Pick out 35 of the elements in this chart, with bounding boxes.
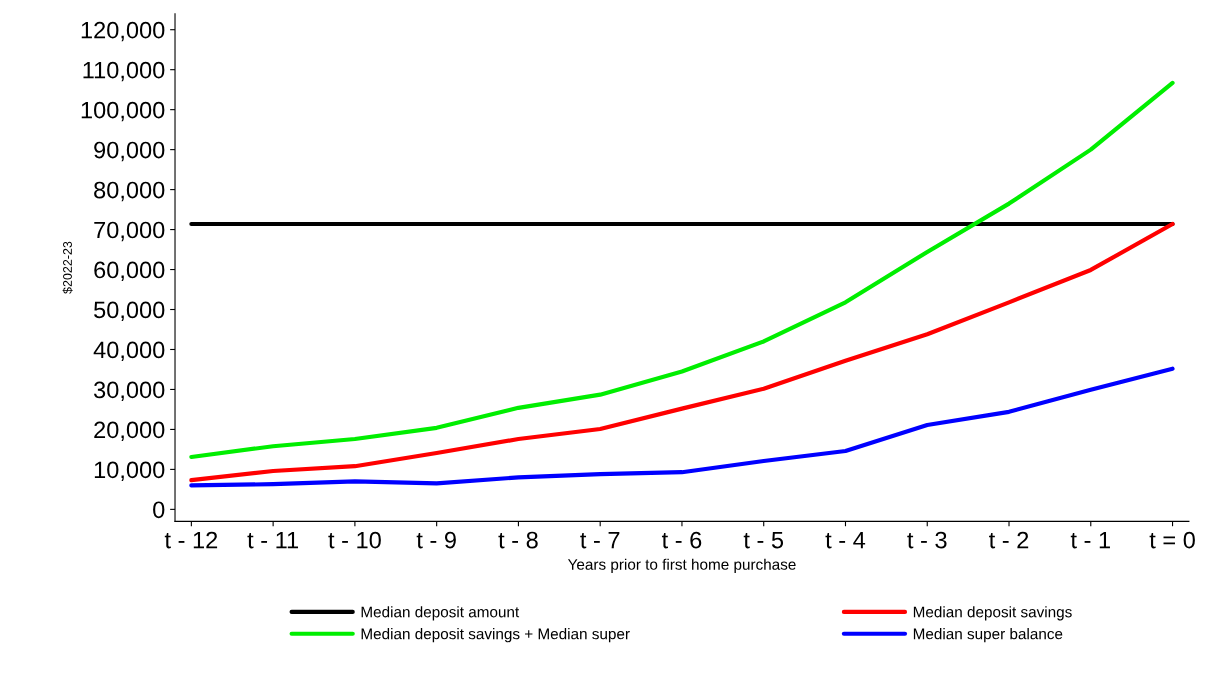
x-tick-label: t - 8 [498,531,538,549]
y-tick-label: 70,000 [94,221,165,242]
y-tick-label: 60,000 [94,261,165,282]
legend-label: Median super balance [913,628,1063,643]
x-tick-label: t - 1 [1070,531,1110,549]
x-tick-label: t - 10 [328,531,381,549]
x-tick-label: t = 0 [1149,531,1195,549]
x-tick-label: t - 6 [661,531,702,549]
line-series [189,80,1175,460]
y-tick-label: 80,000 [94,181,165,202]
x-tick-label: t - 4 [825,531,866,549]
legend-label: Median deposit savings [913,606,1072,621]
y-tick-label: 10,000 [94,461,165,481]
y-tick-label: 100,000 [81,101,165,122]
line-series [189,366,1175,488]
legend-label: Median deposit savings + Median super [361,628,630,643]
legend-label: Median deposit amount [361,606,520,621]
x-tick-label: t - 12 [164,531,218,549]
y-tick-label: 120,000 [81,21,165,42]
x-tick-label: t - 5 [743,531,784,549]
y-tick-label: 20,000 [94,421,165,441]
line-series [189,221,1175,483]
x-tick-label: t - 2 [989,531,1029,549]
y-axis-title: $2022-23 [62,241,73,294]
y-tick-label: 30,000 [93,381,165,402]
y-tick-label: 40,000 [93,341,165,362]
y-tick-label: 110,000 [83,61,165,82]
y-tick-label: 0 [153,501,165,519]
x-tick-label: t - 3 [907,531,947,549]
x-tick-label: t - 7 [580,531,620,549]
x-axis-title: Years prior to first home purchase [567,558,796,573]
y-tick-label: 90,000 [94,141,165,162]
y-tick-label: 50,000 [94,301,165,322]
x-tick-label: t - 9 [416,531,456,549]
x-tick-label: t - 11 [247,531,299,549]
